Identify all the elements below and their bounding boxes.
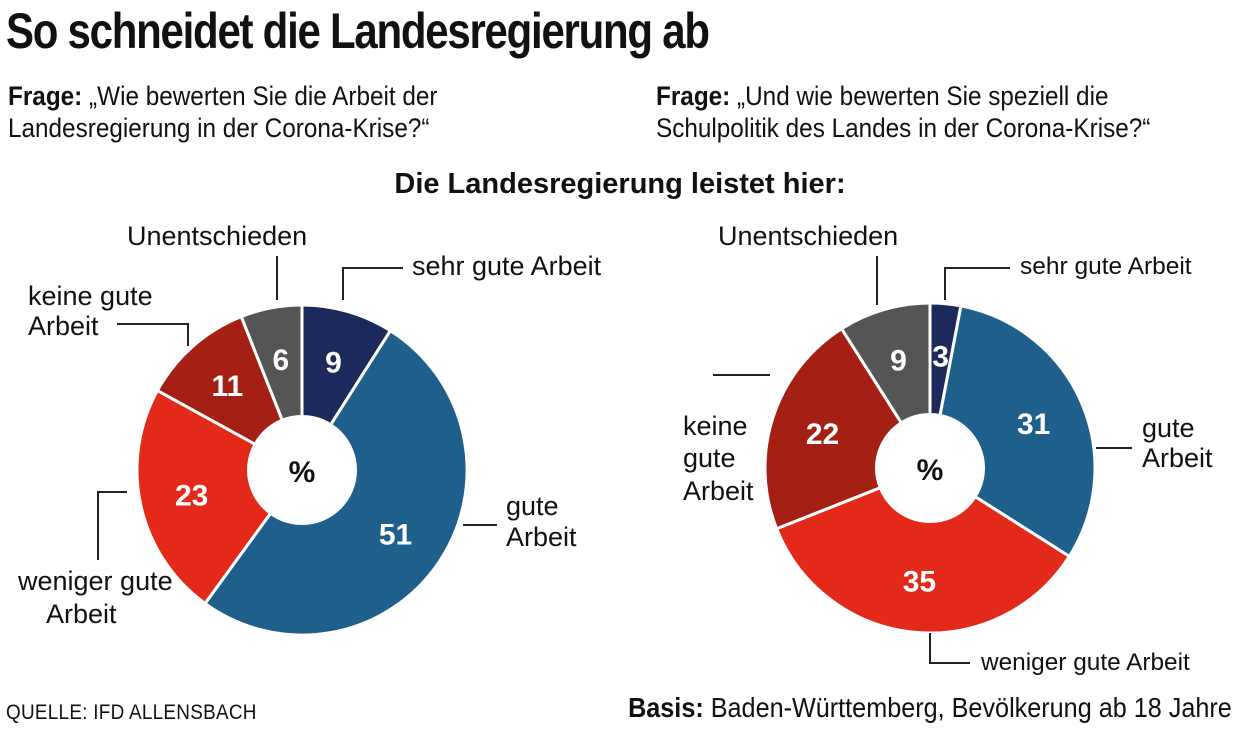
- data-label: 23: [175, 480, 208, 513]
- donut-chart-2: % 3 sehr gute Arbeit 31 gute Arbeit 35 weniger …: [683, 221, 1213, 676]
- chart-subtitle: Die Landesregierung leistet hier:: [394, 168, 846, 200]
- category-label: sehr gute Arbeit: [412, 251, 602, 281]
- question-text-line: „Wie bewerten Sie die Arbeit der: [89, 81, 438, 111]
- category-label: Unentschieden: [718, 221, 898, 251]
- leader-line: [342, 267, 403, 300]
- question-label: Frage:: [656, 81, 731, 111]
- basis-text: Baden-Württemberg, Bevölkerung ab 18 Jah…: [703, 692, 1232, 723]
- question-text-line: Schulpolitik des Landes in der Corona-Kr…: [656, 113, 1151, 143]
- data-label: 6: [272, 344, 289, 377]
- leader-line: [944, 267, 1010, 300]
- chart-title: So schneidet die Landesregierung ab: [6, 3, 710, 59]
- center-unit-label: %: [917, 454, 944, 487]
- category-label: gute Arbeit: [1142, 413, 1213, 473]
- data-label: 51: [379, 519, 412, 552]
- data-label: 9: [890, 345, 907, 378]
- question-text-line: „Und wie bewerten Sie speziell die: [737, 81, 1109, 111]
- category-label: Unentschieden: [127, 221, 307, 251]
- slice-weniger-gute-arbeit: [135, 389, 304, 605]
- data-label: 9: [325, 347, 342, 380]
- leader-line: [929, 633, 970, 664]
- leader-line: [117, 323, 189, 346]
- category-label: gute Arbeit: [506, 491, 577, 552]
- basis-note: Basis: Baden-Württemberg, Bevölkerung ab…: [628, 692, 1232, 724]
- source-note: QUELLE: IFD ALLENSBACH: [6, 701, 257, 724]
- question-label: Frage:: [8, 81, 83, 111]
- question-left: Frage: „Wie bewerten Sie die Arbeit der …: [8, 80, 438, 144]
- center-unit-label: %: [289, 456, 316, 489]
- slice-weniger-gute-arbeit: [775, 466, 1071, 635]
- leader-line: [97, 491, 127, 560]
- category-label: keine gute Arbeit: [28, 281, 153, 341]
- question-right: Frage: „Und wie bewerten Sie speziell di…: [656, 80, 1150, 144]
- donut-hole: [247, 415, 357, 525]
- donut-hole: [875, 413, 985, 523]
- data-label: 3: [932, 341, 949, 374]
- category-label: keine gute Arbeit: [683, 411, 754, 506]
- category-label: sehr gute Arbeit: [1020, 253, 1192, 280]
- data-label: 31: [1017, 408, 1050, 441]
- data-label: 22: [806, 418, 839, 451]
- data-label: 35: [903, 566, 936, 599]
- basis-label: Basis:: [628, 692, 704, 723]
- donut-chart-1: % 9 sehr gute Arbeit 51 gute Arbeit 23 weniger …: [17, 221, 602, 637]
- category-label: weniger gute Arbeit: [980, 649, 1190, 676]
- question-text-line: Landesregierung in der Corona-Krise?“: [8, 113, 430, 143]
- data-label: 11: [211, 370, 243, 403]
- category-label: weniger gute Arbeit: [17, 566, 173, 629]
